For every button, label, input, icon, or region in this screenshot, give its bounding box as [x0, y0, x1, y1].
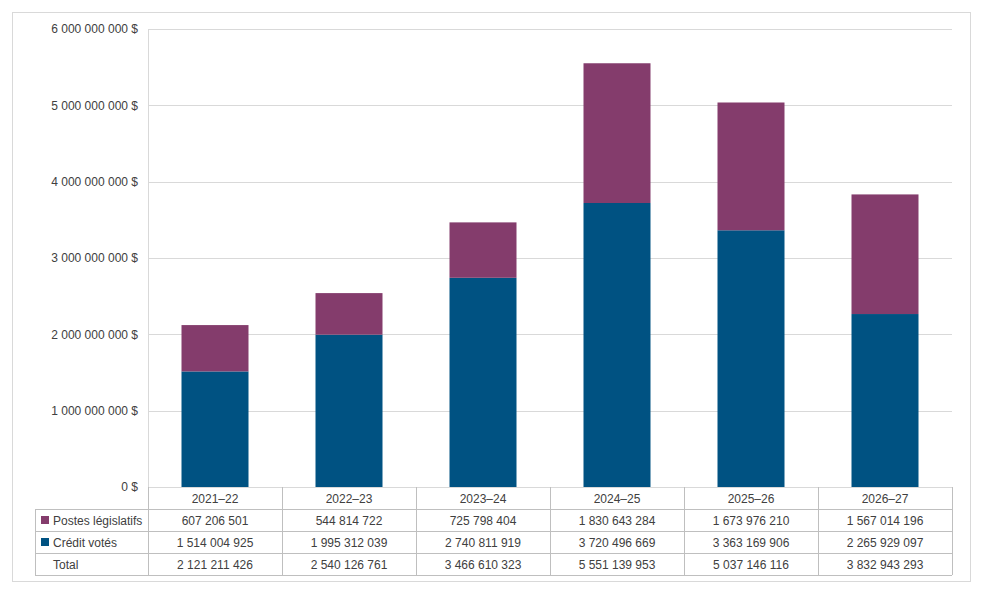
chart-frame: [13, 13, 971, 582]
table-rule: [148, 487, 149, 575]
bar: [718, 102, 785, 230]
bars: [182, 63, 919, 487]
chart: 0 $ 1 000 000 000 $ 2 000 000 000 $ 3 000 0…: [0, 0, 984, 594]
bar: [450, 222, 517, 277]
table-value: 607 206 501: [182, 514, 249, 528]
x-tick-label: 2021–22: [192, 492, 239, 506]
bar: [718, 230, 785, 487]
y-tick-label: 2 000 000 000 $: [51, 328, 138, 342]
grid-line: [148, 29, 952, 30]
bar: [316, 335, 383, 487]
x-tick-label: 2023–24: [460, 492, 507, 506]
table-rule: [35, 531, 952, 532]
legend-swatch: [41, 538, 49, 546]
total-value: 3 832 943 293: [847, 558, 924, 572]
table-value: 1 830 643 284: [579, 514, 656, 528]
data-table: 2021–22 2022–23 2023–24 2024–25 2025–26 2026–…: [35, 487, 953, 576]
y-tick-label: 1 000 000 000 $: [51, 404, 138, 418]
legend-label: Postes législatifs: [53, 514, 142, 528]
table-rule: [282, 487, 283, 575]
legend-label: Crédit votés: [53, 536, 117, 550]
y-tick: 0 $: [121, 480, 148, 494]
table-rule: [35, 509, 952, 510]
total-value: 5 037 146 116: [713, 558, 789, 572]
table-value: 2 265 929 097: [847, 536, 924, 550]
grid: [148, 30, 952, 488]
y-tick-label: 0 $: [121, 480, 138, 494]
table-rule: [35, 509, 36, 575]
y-axis: 0 $ 1 000 000 000 $ 2 000 000 000 $ 3 000 0…: [51, 22, 148, 494]
table-rule: [35, 575, 952, 576]
table-value: 3 720 496 669: [579, 536, 656, 550]
y-tick: 5 000 000 000 $: [51, 99, 148, 113]
table-rule: [952, 487, 953, 575]
table-value: 1 567 014 196: [847, 514, 924, 528]
y-tick: 2 000 000 000 $: [51, 328, 148, 342]
total-value: 2 540 126 761: [311, 558, 388, 572]
table-rule: [684, 487, 685, 575]
total-value: 3 466 610 323: [445, 558, 522, 572]
x-tick-label: 2022–23: [326, 492, 373, 506]
bar: [182, 371, 249, 487]
total-value: 2 121 211 426: [177, 558, 253, 572]
x-tick-label: 2026–27: [862, 492, 909, 506]
bar: [450, 278, 517, 487]
x-tick-label: 2024–25: [594, 492, 641, 506]
table-value: 1 995 312 039: [311, 536, 388, 550]
table-rule: [550, 487, 551, 575]
bar: [584, 203, 651, 487]
grid-line: [148, 105, 952, 106]
bar: [182, 325, 249, 371]
table-value: 725 798 404: [450, 514, 517, 528]
bar: [584, 63, 651, 203]
y-tick-label: 4 000 000 000 $: [51, 175, 138, 189]
table-rule: [416, 487, 417, 575]
bar: [852, 314, 919, 487]
y-tick: 3 000 000 000 $: [51, 251, 148, 265]
grid-line: [148, 182, 952, 183]
y-tick: 6 000 000 000 $: [51, 22, 148, 36]
y-tick-label: 3 000 000 000 $: [51, 251, 138, 265]
y-axis-line: [148, 30, 149, 488]
bar: [316, 293, 383, 335]
grid-line: [148, 258, 952, 259]
y-tick: 4 000 000 000 $: [51, 175, 148, 189]
legend-swatch: [41, 516, 49, 524]
bar: [852, 194, 919, 314]
grid-line: [148, 334, 952, 335]
y-tick-label: 6 000 000 000 $: [51, 22, 138, 36]
grid-line: [148, 411, 952, 412]
table-value: 1 673 976 210: [713, 514, 790, 528]
table-rule: [35, 553, 952, 554]
table-value: 3 363 169 906: [713, 536, 790, 550]
total-label: Total: [53, 558, 78, 572]
y-tick-label: 5 000 000 000 $: [51, 99, 138, 113]
x-tick-label: 2025–26: [728, 492, 775, 506]
total-value: 5 551 139 953: [579, 558, 656, 572]
table-value: 2 740 811 919: [445, 536, 521, 550]
table-value: 544 814 722: [316, 514, 383, 528]
table-rule: [818, 487, 819, 575]
table-value: 1 514 004 925: [177, 536, 254, 550]
y-tick: 1 000 000 000 $: [51, 404, 148, 418]
